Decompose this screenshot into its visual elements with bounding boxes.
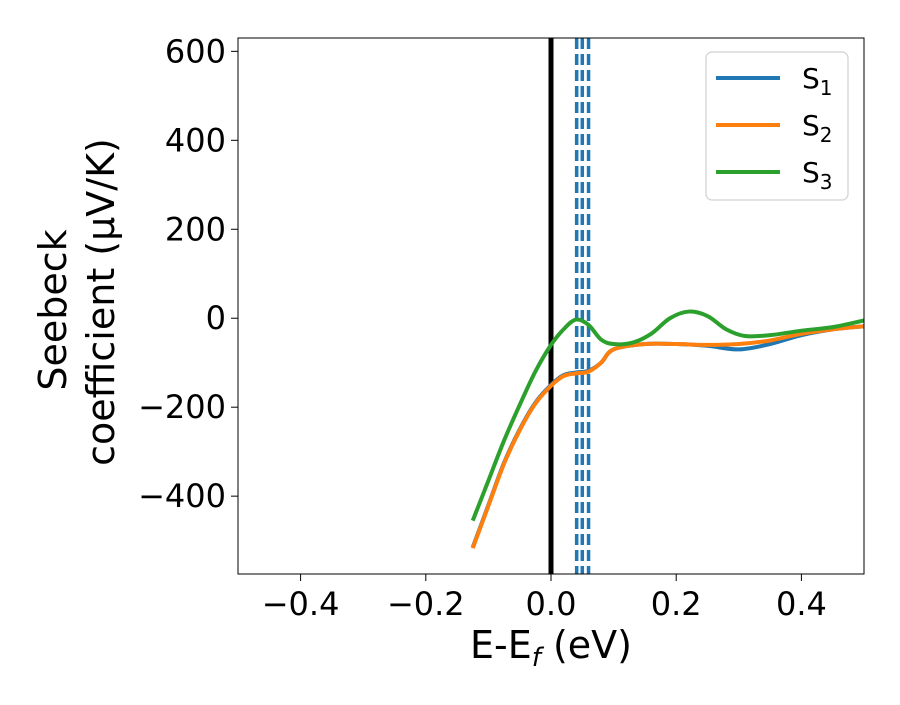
x-tick-label: −0.2 <box>387 585 465 623</box>
y-tick-label: 600 <box>165 32 226 70</box>
x-axis-label: E-Ef (eV) <box>470 623 632 673</box>
series-line-s2 <box>470 324 864 549</box>
legend-label: S3 <box>802 156 833 194</box>
y-axis-label-line1: Seebeck <box>31 229 75 390</box>
x-axis-label-unit: (eV) <box>541 623 632 667</box>
legend: S1 S2 S3 <box>705 51 849 201</box>
x-tick-label: −0.4 <box>262 585 340 623</box>
x-tick-label: 0.2 <box>651 585 702 623</box>
series-line-s3 <box>470 309 864 522</box>
y-tick-label: 200 <box>165 210 226 248</box>
y-axis-label-line2: coefficient (μV/K) <box>79 138 123 466</box>
y-tick-label: 400 <box>165 121 226 159</box>
y-tick-label: 0 <box>206 299 226 337</box>
y-tick-label: −200 <box>138 388 226 426</box>
legend-label: S2 <box>802 109 833 147</box>
x-tick-label: 0.0 <box>526 585 577 623</box>
legend-label: S1 <box>802 62 833 100</box>
y-tick-label: −400 <box>138 477 226 515</box>
x-tick-label: 0.4 <box>776 585 827 623</box>
